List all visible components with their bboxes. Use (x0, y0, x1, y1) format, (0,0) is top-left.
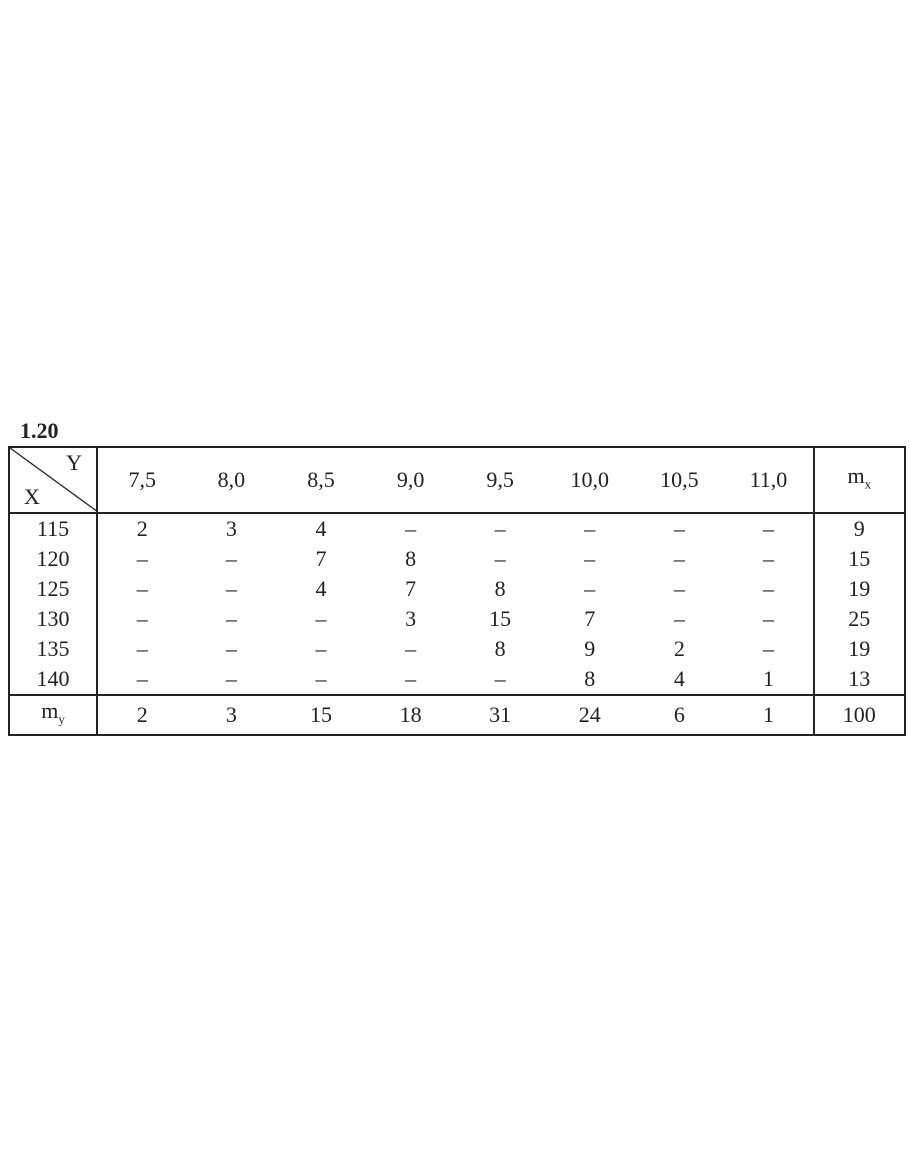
x-value: 115 (9, 513, 98, 544)
frequency-cell: 4 (673, 666, 685, 691)
mx-value: 9 (812, 513, 905, 544)
y-value-header: 8,0 (186, 447, 277, 514)
frequency-cell: 4 (315, 576, 327, 601)
my-value: 6 (634, 693, 725, 736)
frequency-cell: 7 (584, 606, 596, 631)
x-axis-label: X (24, 484, 40, 509)
frequency-cell: 7 (315, 546, 327, 571)
frequency-cell: – (405, 516, 417, 541)
frequency-cell: – (405, 636, 417, 661)
frequency-cell: 8 (584, 666, 596, 691)
y-value-header: 9,0 (365, 447, 456, 514)
frequency-cell: – (315, 606, 327, 631)
mx-value: 19 (812, 634, 905, 664)
my-value: 2 (97, 693, 187, 736)
frequency-cell: 4 (315, 516, 327, 541)
y-value-header: 7,5 (97, 447, 187, 514)
x-value: 125 (9, 574, 98, 604)
frequency-cell: – (315, 666, 327, 691)
my-value: 15 (276, 693, 366, 736)
x-value: 140 (9, 664, 98, 695)
y-value-header: 10,5 (634, 447, 725, 514)
frequency-cell: – (762, 636, 774, 661)
frequency-cell: – (405, 666, 417, 691)
frequency-cell: – (584, 516, 596, 541)
mx-value: 25 (812, 604, 905, 634)
my-label: my (9, 693, 98, 736)
y-axis-label: Y (66, 450, 82, 475)
table-row: 115 2 3 4 – – – – – 9 (9, 513, 905, 544)
mx-header: mx (812, 447, 905, 514)
frequency-cell: – (225, 576, 237, 601)
y-value-header: 8,5 (276, 447, 366, 514)
frequency-cell: – (494, 546, 506, 571)
table-row: 140 – – – – – 8 4 1 13 (9, 664, 905, 695)
mx-value: 15 (812, 544, 905, 574)
frequency-cell: – (762, 546, 774, 571)
x-value: 120 (9, 544, 98, 574)
frequency-cell: 2 (673, 636, 685, 661)
y-value-header: 11,0 (724, 447, 814, 514)
mx-value: 13 (812, 664, 905, 695)
frequency-cell: – (136, 666, 148, 691)
x-value: 130 (9, 604, 98, 634)
frequency-cell: – (136, 546, 148, 571)
frequency-cell: 8 (494, 636, 506, 661)
x-value: 135 (9, 634, 98, 664)
frequency-cell: 8 (405, 546, 417, 571)
frequency-cell: – (762, 516, 774, 541)
frequency-cell: 2 (136, 516, 148, 541)
problem-number: 1.20 (20, 418, 59, 443)
frequency-cell: – (225, 546, 237, 571)
my-value: 3 (186, 693, 277, 736)
frequency-cell: 9 (584, 636, 596, 661)
frequency-cell: 7 (405, 576, 417, 601)
frequency-cell: – (673, 576, 685, 601)
my-value: 18 (365, 693, 456, 736)
frequency-cell: – (584, 546, 596, 571)
frequency-cell: – (673, 516, 685, 541)
frequency-cell: 3 (225, 516, 237, 541)
frequency-cell: – (494, 666, 506, 691)
table-row: 135 – – – – 8 9 2 – 19 (9, 634, 905, 664)
frequency-cell: – (136, 576, 148, 601)
totals-row: my 2 3 15 18 31 24 6 1 100 (9, 693, 905, 736)
diagonal-line (10, 448, 98, 512)
frequency-cell: – (494, 516, 506, 541)
frequency-cell: 15 (489, 606, 512, 631)
table-row: 130 – – – 3 15 7 – – 25 (9, 604, 905, 634)
correlation-table: Y X 7,5 8,0 8,5 9,0 9,5 10,0 10,5 11,0 mx 115 2 3 4– – –… (8, 446, 906, 737)
frequency-cell: 1 (762, 666, 774, 691)
frequency-cell: – (673, 546, 685, 571)
frequency-cell: – (762, 576, 774, 601)
table-row: 120 – – 7 8 – – – – 15 (9, 544, 905, 574)
my-value: 1 (724, 693, 814, 736)
header-row: Y X 7,5 8,0 8,5 9,0 9,5 10,0 10,5 11,0 mx (9, 447, 905, 514)
frequency-cell: 3 (405, 606, 417, 631)
frequency-cell: – (225, 636, 237, 661)
frequency-cell: – (225, 666, 237, 691)
my-value: 24 (544, 693, 635, 736)
y-value-header: 9,5 (455, 447, 545, 514)
frequency-cell: – (762, 606, 774, 631)
frequency-cell: – (584, 576, 596, 601)
frequency-cell: – (136, 606, 148, 631)
frequency-cell: – (136, 636, 148, 661)
frequency-cell: 8 (494, 576, 506, 601)
frequency-cell: – (225, 606, 237, 631)
my-value: 31 (455, 693, 545, 736)
mx-value: 19 (812, 574, 905, 604)
frequency-cell: – (673, 606, 685, 631)
frequency-cell: – (315, 636, 327, 661)
table-row: 125 – – 4 7 8 – – – 19 (9, 574, 905, 604)
y-value-header: 10,0 (544, 447, 635, 514)
grand-total: 100 (812, 693, 905, 736)
